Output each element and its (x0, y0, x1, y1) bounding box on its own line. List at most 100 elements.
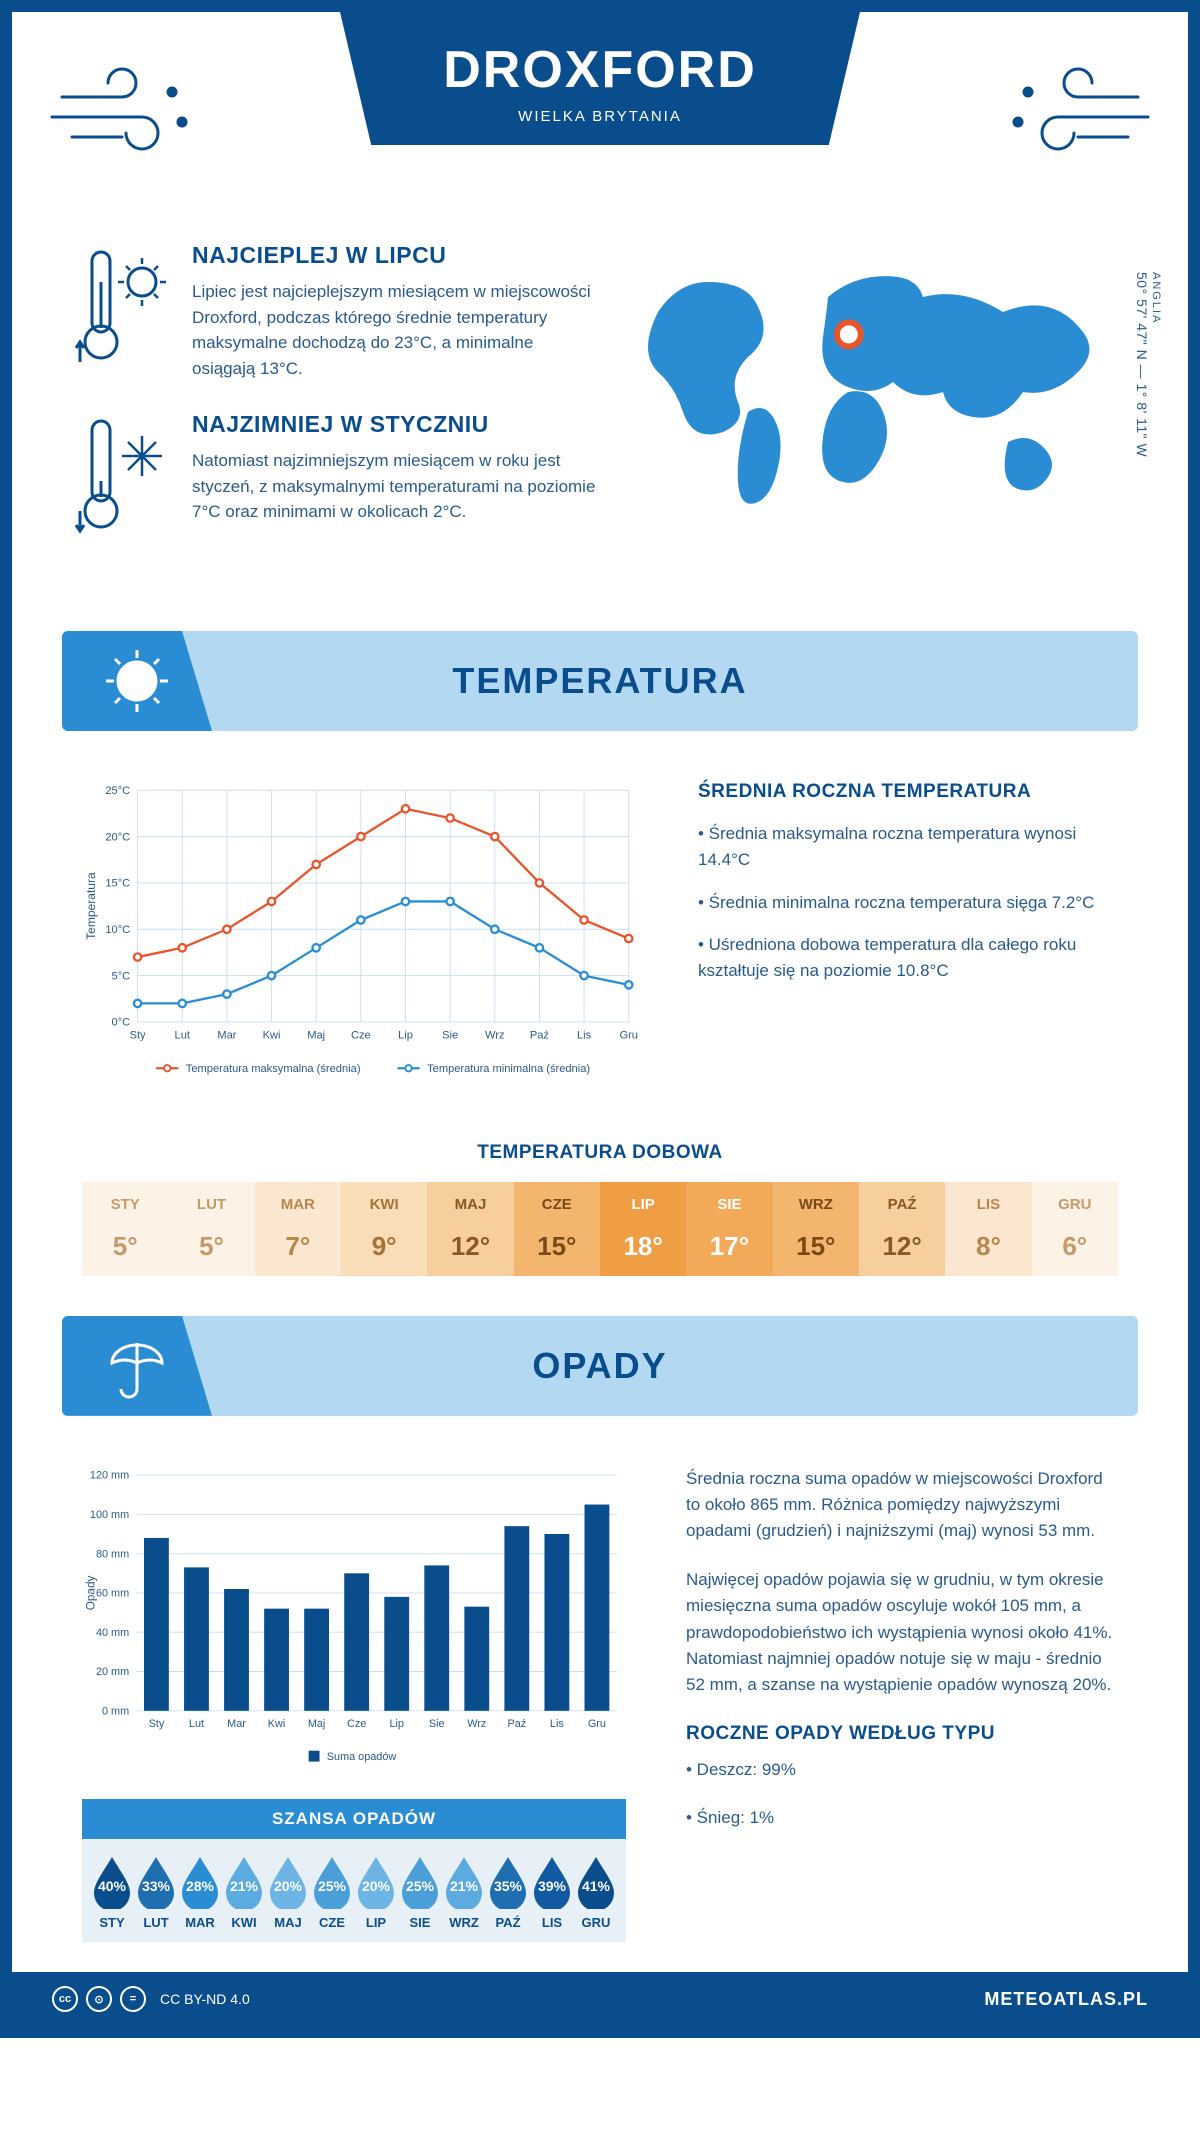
precip-type-item: • Deszcz: 99% (686, 1757, 1118, 1783)
svg-text:Gru: Gru (588, 1718, 606, 1730)
chance-value: 28% (186, 1878, 214, 1894)
location-marker-icon (837, 322, 861, 346)
header: DROXFORD WIELKA BRYTANIA (12, 12, 1188, 212)
svg-text:Lut: Lut (189, 1718, 204, 1730)
temp-summary-item: • Średnia maksymalna roczna temperatura … (698, 821, 1118, 874)
nd-icon: = (120, 1986, 146, 2012)
svg-text:Temperatura: Temperatura (84, 872, 98, 940)
brand-text: METEOATLAS.PL (984, 1989, 1148, 2010)
by-icon: ⊙ (86, 1986, 112, 2012)
svg-text:Kwi: Kwi (263, 1030, 281, 1042)
precip-type-title: ROCZNE OPADY WEDŁUG TYPU (686, 1723, 1118, 1745)
raindrop-icon: 40% (90, 1855, 134, 1909)
chance-banner: SZANSA OPADÓW (82, 1799, 626, 1839)
svg-text:Mar: Mar (227, 1718, 246, 1730)
raindrop-icon: 21% (222, 1855, 266, 1909)
daily-month: WRZ (777, 1196, 855, 1213)
svg-text:0°C: 0°C (112, 1017, 131, 1029)
chance-cell: 35% PAŹ (486, 1855, 530, 1930)
daily-temp-cell: GRU 6° (1032, 1182, 1118, 1276)
coldest-block: NAJZIMNIEJ W STYCZNIU Natomiast najzimni… (72, 411, 598, 541)
precipitation-section: 0 mm20 mm40 mm60 mm80 mm100 mm120 mmStyL… (12, 1436, 1188, 1972)
daily-temp-cell: PAŹ12° (859, 1182, 945, 1276)
chance-cell: 28% MAR (178, 1855, 222, 1930)
svg-text:Kwi: Kwi (268, 1718, 286, 1730)
daily-value: 5° (86, 1231, 164, 1262)
chance-month: LIP (354, 1915, 398, 1930)
daily-month: LIS (949, 1196, 1027, 1213)
svg-text:Lut: Lut (175, 1030, 190, 1042)
world-map-icon (628, 242, 1108, 522)
svg-text:Opady: Opady (85, 1575, 98, 1610)
svg-text:Maj: Maj (308, 1718, 326, 1730)
header-banner: DROXFORD WIELKA BRYTANIA (340, 12, 860, 145)
precipitation-chart: 0 mm20 mm40 mm60 mm80 mm100 mm120 mmStyL… (82, 1466, 626, 1779)
hottest-text: Lipiec jest najcieplejszym miesiącem w m… (192, 279, 598, 381)
svg-text:Paź: Paź (530, 1030, 549, 1042)
daily-temp-cell: STY 5° (82, 1182, 168, 1276)
daily-temp-cell: CZE15° (514, 1182, 600, 1276)
chance-cell: 40% STY (90, 1855, 134, 1930)
svg-text:120 mm: 120 mm (90, 1469, 129, 1481)
daily-month: PAŹ (863, 1196, 941, 1213)
chance-month: LIS (530, 1915, 574, 1930)
chance-cell: 33% LUT (134, 1855, 178, 1930)
page-title: DROXFORD (360, 40, 840, 100)
precipitation-summary: Średnia roczna suma opadów w miejscowośc… (686, 1466, 1118, 1942)
temp-summary-item: • Średnia minimalna roczna temperatura s… (698, 890, 1118, 916)
chance-value: 40% (98, 1878, 126, 1894)
temperature-chart: 0°C5°C10°C15°C20°C25°CStyLutMarKwiMajCze… (82, 781, 638, 1092)
precip-text-1: Średnia roczna suma opadów w miejscowośc… (686, 1466, 1118, 1545)
chance-month: PAŹ (486, 1915, 530, 1930)
svg-text:Lip: Lip (398, 1030, 413, 1042)
daily-month: STY (86, 1196, 164, 1213)
raindrop-icon: 25% (398, 1855, 442, 1909)
daily-temp-cell: MAR 7° (255, 1182, 341, 1276)
intro-left: NAJCIEPLEJ W LIPCU Lipiec jest najcieple… (72, 242, 598, 571)
chance-month: WRZ (442, 1915, 486, 1930)
raindrop-icon: 33% (134, 1855, 178, 1909)
coords-text: 50° 57' 47" N — 1° 8' 11" W (1134, 272, 1150, 457)
map-area: ANGLIA 50° 57' 47" N — 1° 8' 11" W (628, 242, 1128, 571)
precipitation-chance-row: 40% STY 33% LUT 28% MAR 21% KWI 20% MAJ (82, 1839, 626, 1942)
daily-value: 9° (345, 1231, 423, 1262)
daily-month: GRU (1036, 1196, 1114, 1213)
infographic-page: DROXFORD WIELKA BRYTANIA (0, 0, 1200, 2038)
daily-value: 12° (431, 1231, 509, 1262)
chance-value: 25% (318, 1878, 346, 1894)
daily-temp-cell: SIE17° (686, 1182, 772, 1276)
svg-text:Sie: Sie (429, 1718, 445, 1730)
cc-icon: cc (52, 1986, 78, 2012)
daily-month: LIP (604, 1196, 682, 1213)
svg-text:Gru: Gru (619, 1030, 638, 1042)
chance-value: 41% (582, 1878, 610, 1894)
daily-temp-cell: MAJ12° (427, 1182, 513, 1276)
daily-value: 15° (518, 1231, 596, 1262)
daily-value: 6° (1036, 1231, 1114, 1262)
chance-value: 21% (450, 1878, 478, 1894)
temperature-heading: TEMPERATURA (212, 660, 1138, 702)
page-subtitle: WIELKA BRYTANIA (360, 108, 840, 125)
svg-text:0 mm: 0 mm (102, 1705, 129, 1717)
chance-cell: 20% LIP (354, 1855, 398, 1930)
footer: cc ⊙ = CC BY-ND 4.0 METEOATLAS.PL (12, 1972, 1188, 2026)
raindrop-icon: 39% (530, 1855, 574, 1909)
chance-value: 25% (406, 1878, 434, 1894)
temp-summary-item: • Uśredniona dobowa temperatura dla całe… (698, 932, 1118, 985)
chance-cell: 21% KWI (222, 1855, 266, 1930)
svg-text:10°C: 10°C (105, 924, 130, 936)
precipitation-banner: OPADY (62, 1316, 1138, 1416)
precipitation-heading: OPADY (212, 1345, 1138, 1387)
sun-icon (102, 646, 172, 716)
svg-text:Sty: Sty (130, 1030, 146, 1042)
chance-cell: 21% WRZ (442, 1855, 486, 1930)
raindrop-icon: 20% (354, 1855, 398, 1909)
daily-month: MAR (259, 1196, 337, 1213)
daily-month: KWI (345, 1196, 423, 1213)
svg-text:100 mm: 100 mm (90, 1509, 129, 1521)
raindrop-icon: 25% (310, 1855, 354, 1909)
daily-value: 7° (259, 1231, 337, 1262)
hottest-block: NAJCIEPLEJ W LIPCU Lipiec jest najcieple… (72, 242, 598, 381)
daily-temperature-table: STY5°LUT5°MAR7°KWI9°MAJ12°CZE15°LIP18°SI… (82, 1182, 1118, 1276)
precip-text-2: Najwięcej opadów pojawia się w grudniu, … (686, 1567, 1118, 1699)
